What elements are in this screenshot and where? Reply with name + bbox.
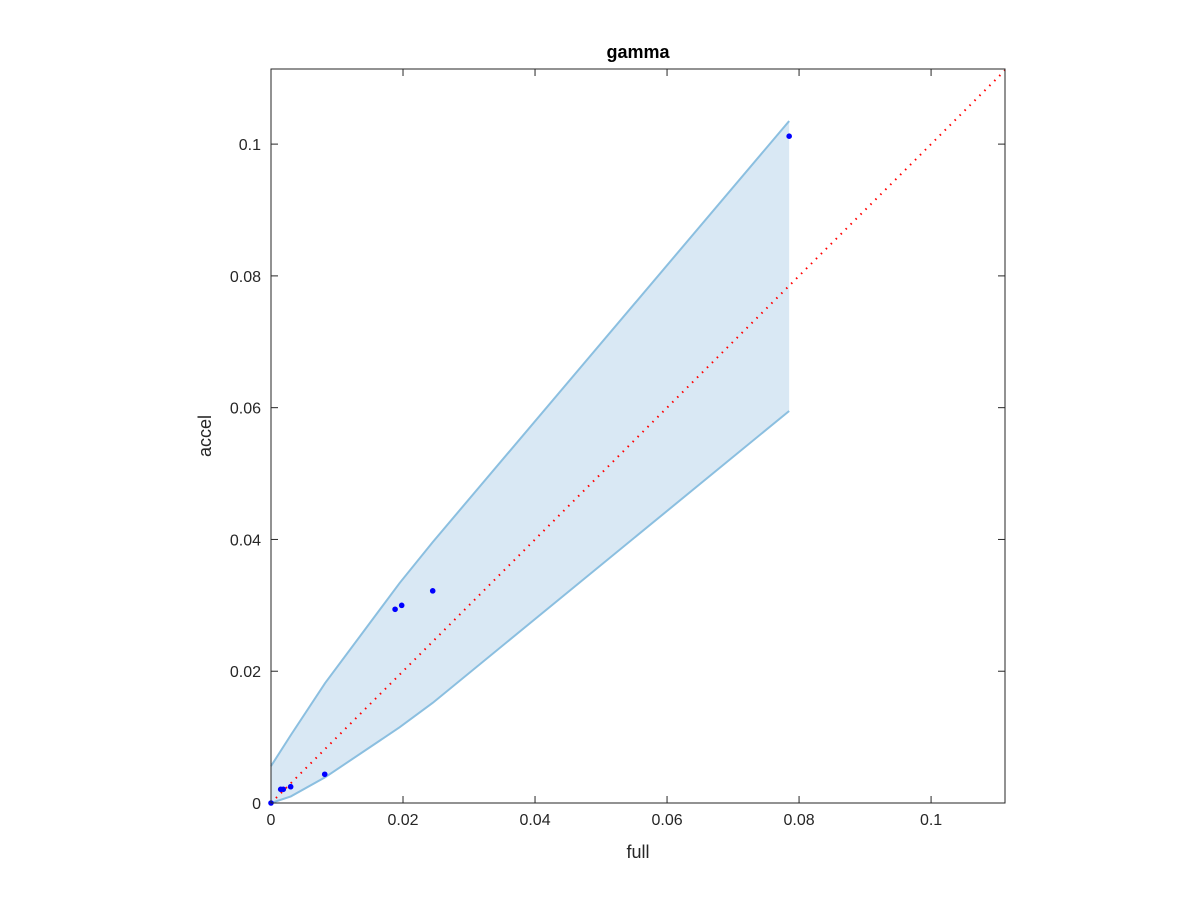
x-tick-label: 0 bbox=[267, 812, 276, 829]
data-point bbox=[392, 606, 398, 613]
y-axis-label: accel bbox=[195, 415, 215, 457]
x-tick-label: 0.1 bbox=[920, 812, 942, 829]
band-upper-edge bbox=[270, 120, 790, 767]
data-point bbox=[321, 771, 328, 778]
confidence-band bbox=[270, 120, 790, 804]
x-tick-label: 0.08 bbox=[783, 812, 814, 829]
x-tick-label: 0.06 bbox=[651, 812, 682, 829]
x-axis-label: full bbox=[626, 842, 649, 862]
y-tick-label: 0.08 bbox=[230, 269, 261, 286]
band-lower-edge bbox=[270, 410, 790, 804]
data-points bbox=[268, 133, 792, 806]
data-point bbox=[287, 783, 294, 790]
x-tick-label: 0.02 bbox=[387, 812, 418, 829]
x-tick-label: 0.04 bbox=[519, 812, 550, 829]
y-tick-label: 0.02 bbox=[230, 664, 261, 681]
identity-reference-line bbox=[270, 69, 1006, 804]
chart-title: gamma bbox=[606, 42, 670, 62]
data-point bbox=[280, 786, 287, 793]
ticks: 00 0.02 0.02 0.04 0.04 0.06 0.06 0.08 0.08 0.1 0.1 bbox=[230, 69, 1005, 829]
y-tick-label: 0 bbox=[252, 796, 261, 813]
data-point bbox=[429, 588, 436, 594]
y-tick-label: 0.04 bbox=[230, 532, 261, 549]
y-tick-label: 0.1 bbox=[239, 137, 261, 154]
axes-box bbox=[270, 68, 1006, 804]
data-point bbox=[786, 133, 792, 140]
band-fill bbox=[271, 121, 790, 803]
data-point bbox=[398, 602, 405, 609]
y-tick-label: 0.06 bbox=[230, 401, 261, 418]
